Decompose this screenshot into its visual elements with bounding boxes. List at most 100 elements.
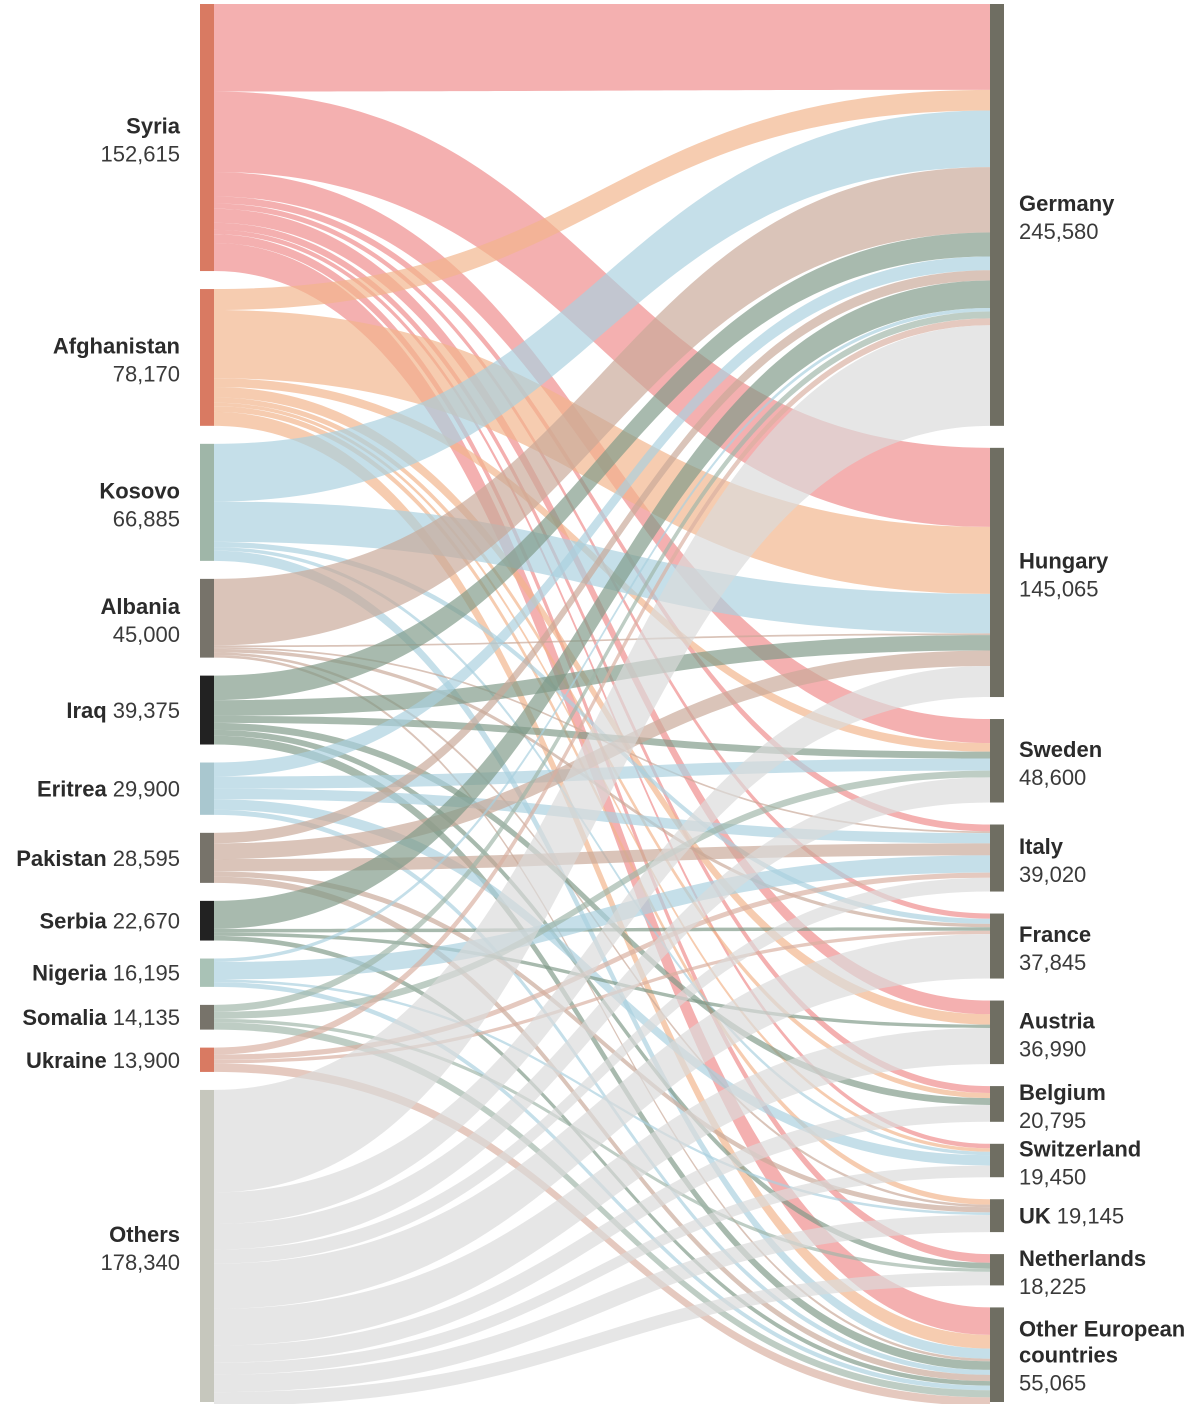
label-layer: Syria 152,615 Afghanistan 78,170 Kosovo 66,88… [16,114,1185,1396]
source-value-others: 178,340 [100,1250,180,1275]
flow-albania-to-germany [214,167,990,646]
destination-bar-austria [990,1000,1004,1065]
node-layer [200,4,1004,1402]
source-bar-iraq [200,675,214,745]
destination-label-austria: Austria [1019,1008,1096,1033]
source-label-others: Others [109,1222,180,1247]
flow-syria-to-germany [214,4,990,92]
source-bar-albania [200,578,214,658]
source-bar-serbia [200,900,214,941]
destination-value-italy: 39,020 [1019,862,1086,887]
source-value-syria: 152,615 [100,142,180,167]
flow-afghanistan-to-austria [214,387,990,1025]
destination-value-france: 37,845 [1019,950,1086,975]
flow-nigeria-to-uk [214,979,990,1215]
flow-pakistan-to-italy [214,843,990,872]
flow-afghanistan-to-other-european-countries [214,411,990,1349]
flow-ukraine-to-france [214,930,990,1064]
source-label-somalia: Somalia [22,1005,107,1030]
flow-serbia-to-austria [214,932,990,1029]
source-label-kosovo: Kosovo [99,478,180,503]
destination-label-hungary: Hungary [1019,548,1109,573]
destination-value-other-european-countries: 55,065 [1019,1371,1086,1396]
destination-value-uk: 19,145 [1057,1204,1124,1229]
destination-bar-france [990,913,1004,979]
source-bar-kosovo [200,443,214,561]
destination-bar-uk [990,1199,1004,1233]
destination-bar-switzerland [990,1143,1004,1178]
flow-kosovo-to-germany [214,110,990,502]
flow-kosovo-to-switzerland [214,547,990,1156]
flow-eritrea-to-germany [214,256,990,777]
flow-layer [214,4,990,1404]
flow-somalia-to-germany [214,311,990,1012]
source-value-eritrea: 29,900 [113,777,180,802]
flow-others-to-belgium [214,1104,990,1363]
flow-others-to-uk [214,1214,990,1393]
flow-others-to-austria [214,1028,990,1346]
destination-value-switzerland: 19,450 [1019,1165,1086,1190]
flow-nigeria-to-germany [214,308,990,963]
flow-nigeria-to-italy [214,855,990,980]
source-value-kosovo: 66,885 [113,506,180,531]
source-label-syria: Syria [126,114,181,139]
destination-value-belgium: 20,795 [1019,1108,1086,1133]
source-bar-pakistan [200,832,214,883]
source-value-nigeria: 16,195 [113,961,180,986]
flow-serbia-to-other-european-countries [214,935,990,1386]
flow-iraq-to-hungary [214,635,990,716]
source-bar-afghanistan [200,289,214,426]
flow-iraq-to-other-european-countries [214,735,990,1370]
destination-label-other-european-countries: Other European countries [1019,1317,1185,1368]
source-value-pakistan: 28,595 [113,846,180,871]
flow-others-to-italy [214,877,990,1264]
flow-pakistan-to-uk [214,871,990,1213]
flow-serbia-to-germany [214,280,990,929]
destination-label-italy: Italy [1019,834,1064,859]
destination-bar-italy [990,824,1004,892]
destination-label-sweden: Sweden [1019,737,1102,762]
destination-value-austria: 36,990 [1019,1036,1086,1061]
flow-afghanistan-to-germany [214,89,990,311]
destination-label-netherlands: Netherlands [1019,1246,1146,1271]
destination-bar-netherlands [990,1254,1004,1286]
source-bar-others [200,1089,214,1402]
flow-eritrea-to-switzerland [214,799,990,1166]
flow-others-to-sweden [214,777,990,1250]
source-bar-ukraine [200,1047,214,1072]
source-bar-eritrea [200,762,214,815]
flow-ukraine-to-italy [214,872,990,1060]
destination-label-france: France [1019,922,1091,947]
flow-somalia-to-netherlands [214,1018,990,1272]
source-value-iraq: 39,375 [113,698,180,723]
destination-label-belgium: Belgium [1019,1080,1106,1105]
flow-iraq-to-netherlands [214,729,990,1269]
source-value-ukraine: 13,900 [113,1048,180,1073]
source-value-serbia: 22,670 [113,909,180,934]
flow-pakistan-to-germany [214,270,990,844]
source-label-ukraine: Ukraine [26,1048,107,1073]
source-value-somalia: 14,135 [113,1005,180,1030]
flow-kosovo-to-hungary [214,501,990,634]
destination-label-germany: Germany [1019,191,1115,216]
flow-ukraine-to-germany [214,318,990,1055]
flow-others-to-netherlands [214,1271,990,1404]
flow-syria-to-belgium [214,222,990,1093]
flow-somalia-to-other-european-countries [214,1022,990,1398]
destination-bar-belgium [990,1086,1004,1122]
flow-afghanistan-to-hungary [214,310,990,594]
destination-bar-sweden [990,719,1004,803]
destination-bar-other-european-countries [990,1307,1004,1402]
destination-value-sweden: 48,600 [1019,765,1086,790]
flow-others-to-hungary [214,665,990,1225]
source-label-pakistan: Pakistan [16,846,107,871]
source-bar-nigeria [200,958,214,987]
flow-others-to-germany [214,325,990,1193]
flow-eritrea-to-other-european-countries [214,809,990,1375]
destination-bar-hungary [990,447,1004,698]
destination-value-netherlands: 18,225 [1019,1274,1086,1299]
destination-label-switzerland: Switzerland [1019,1137,1141,1162]
destination-value-germany: 245,580 [1019,219,1099,244]
destination-value-hungary: 145,065 [1019,576,1099,601]
